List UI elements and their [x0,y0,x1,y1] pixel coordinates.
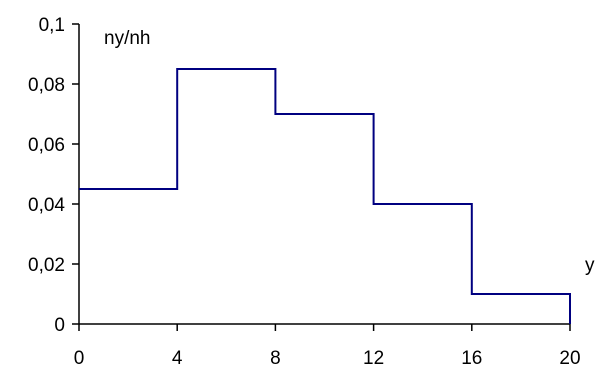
y-axis-ticks: 0 0,02 0,04 0,06 0,08 0,1 [28,15,79,336]
x-tick-label: 8 [270,348,281,369]
x-axis-title: y [585,255,595,276]
series-group [79,68,571,324]
series-step-line [79,68,571,324]
y-tick-label: 0,1 [39,15,65,36]
x-tick-label: 12 [363,348,384,369]
x-axis-ticks: 0 4 8 12 16 20 [74,324,581,369]
x-tick-label: 20 [559,348,580,369]
x-tick-label: 4 [172,348,183,369]
x-tick-label: 0 [74,348,85,369]
y-tick-label: 0,08 [28,75,65,96]
y-tick-label: 0,06 [28,135,65,156]
y-tick-label: 0 [54,315,65,336]
x-tick-label: 16 [461,348,482,369]
y-tick-label: 0,02 [28,255,65,276]
y-axis-title: ny/nh [104,28,150,49]
y-tick-label: 0,04 [28,195,65,216]
